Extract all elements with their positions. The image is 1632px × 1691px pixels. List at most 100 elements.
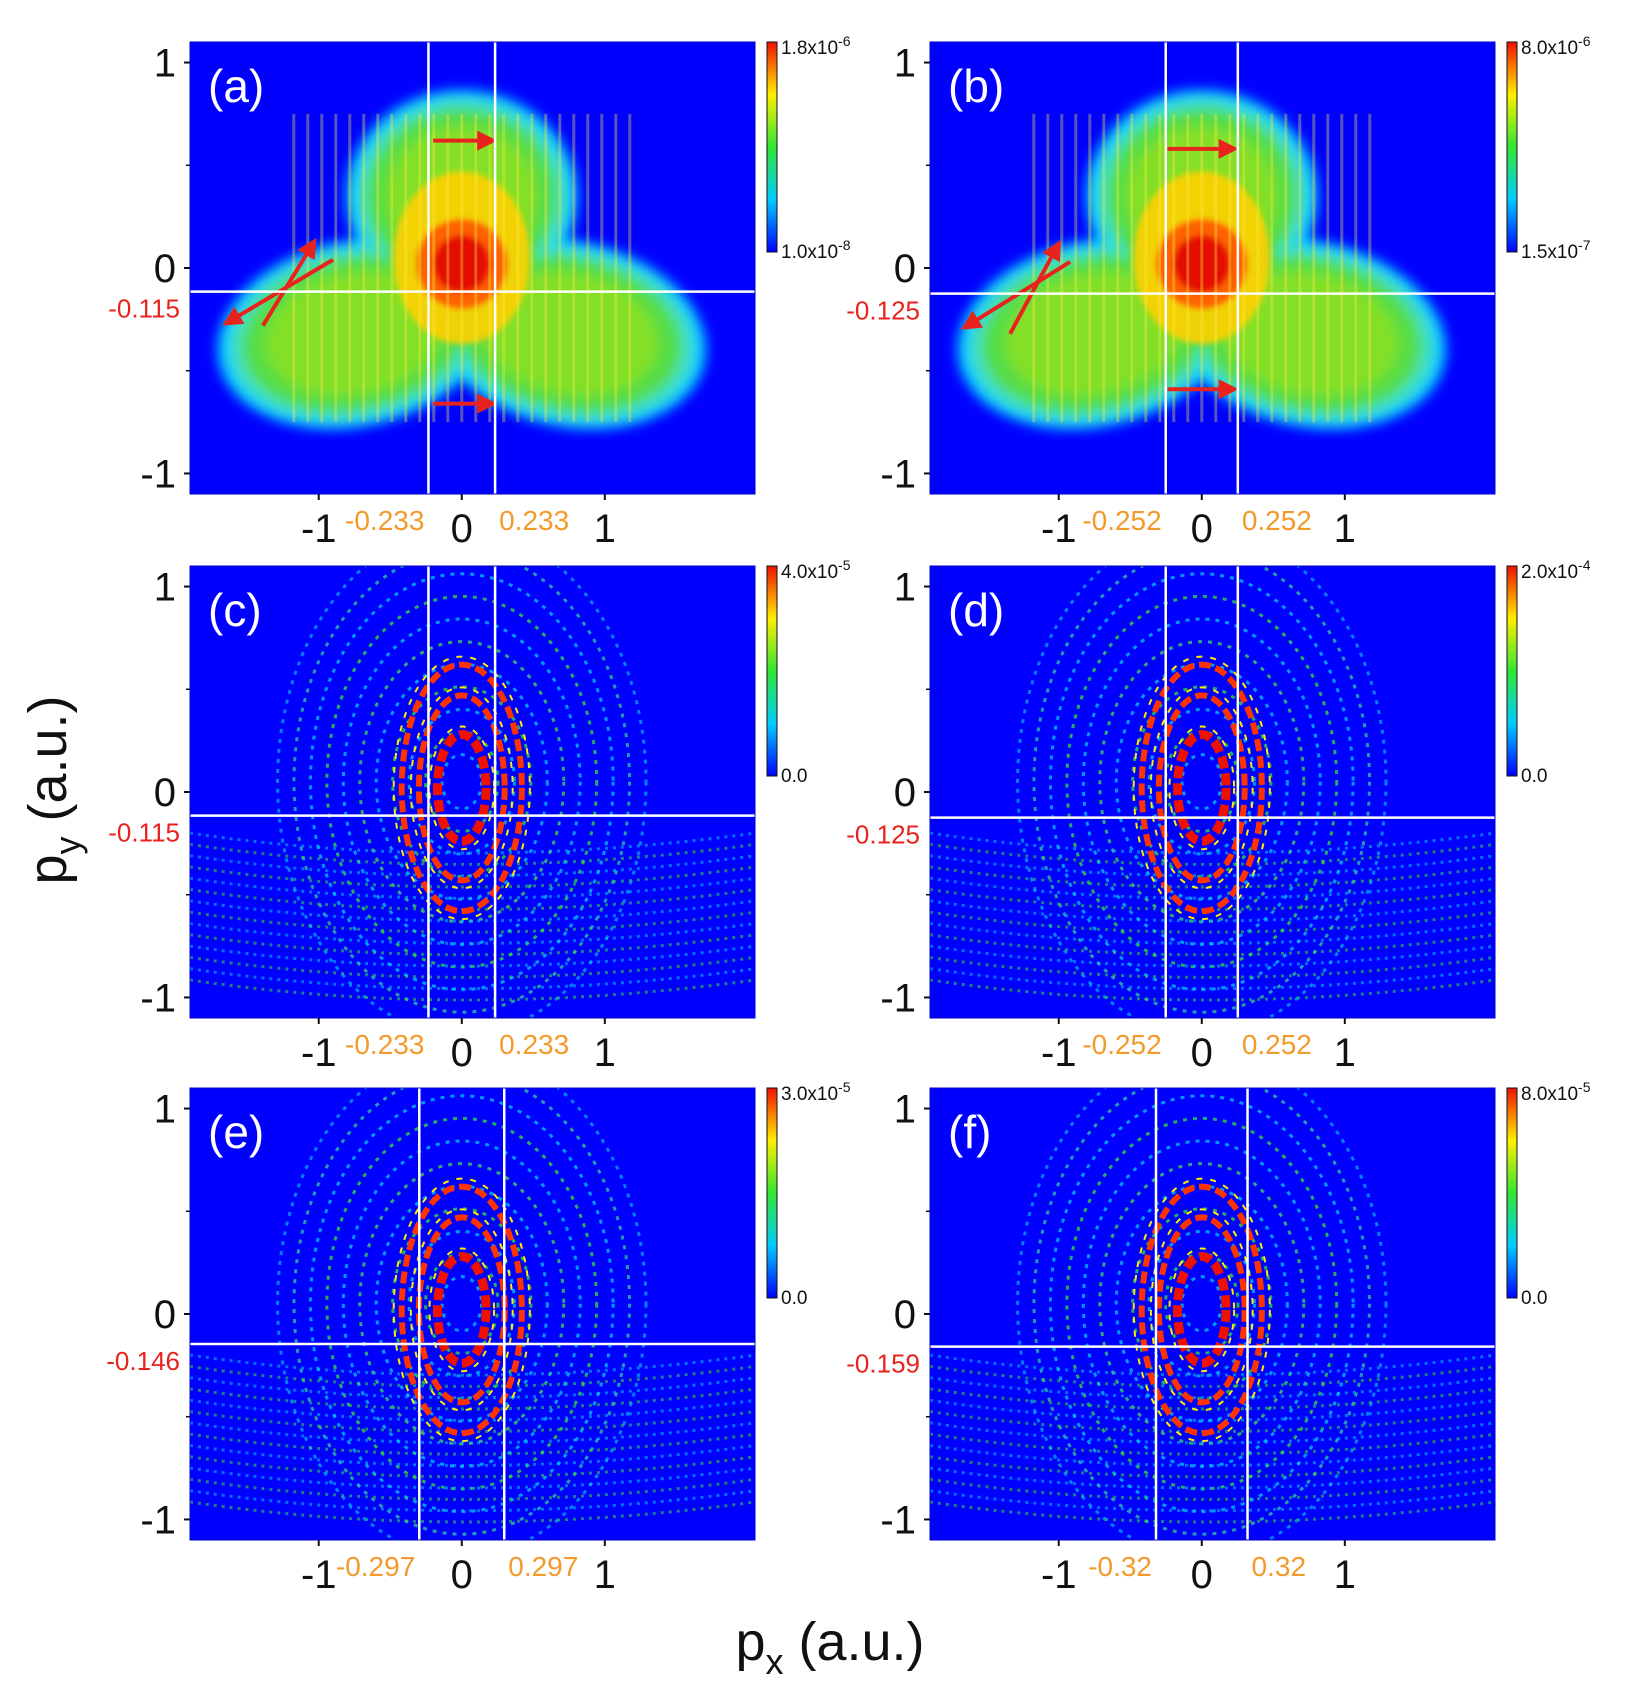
hline-label: -0.146 bbox=[106, 1346, 180, 1376]
lobe-right bbox=[480, 271, 659, 396]
hline-label: -0.159 bbox=[846, 1349, 920, 1379]
ring bbox=[1131, 685, 1273, 879]
hline-label: -0.125 bbox=[846, 296, 920, 326]
ring-halo bbox=[1149, 686, 1254, 890]
plot-area bbox=[190, 1088, 755, 1540]
colorbar-max-label: 8.0x10-5 bbox=[1521, 1079, 1591, 1105]
lobe-right bbox=[1220, 271, 1399, 396]
y-axis-title: py (a.u.) bbox=[18, 695, 88, 884]
y-tick-label: 1 bbox=[894, 42, 916, 86]
vline-label-left: -0.252 bbox=[1082, 1029, 1161, 1060]
heatmap-pattern bbox=[930, 1088, 1495, 1540]
vline-label-right: 0.233 bbox=[499, 505, 569, 536]
x-tick-label: -1 bbox=[1041, 1031, 1077, 1075]
hline-label: -0.115 bbox=[108, 294, 180, 324]
colorbar-max-label: 2.0x10-4 bbox=[1521, 557, 1591, 583]
ring bbox=[292, 1088, 632, 1536]
ring-halo bbox=[1149, 1208, 1254, 1412]
y-tick-label: 0 bbox=[894, 1293, 916, 1337]
panel-label: (d) bbox=[948, 584, 1004, 636]
x-tick-label: 1 bbox=[594, 1553, 616, 1597]
vline-label-right: 0.32 bbox=[1252, 1551, 1307, 1582]
colorbar-gradient bbox=[1506, 1087, 1518, 1299]
lobe-left bbox=[265, 271, 444, 396]
y-tick-label: 1 bbox=[154, 1088, 176, 1132]
ring-halo bbox=[409, 686, 514, 890]
ring bbox=[276, 566, 648, 1018]
y-tick-label: 0 bbox=[154, 247, 176, 291]
colorbar-max-label: 3.0x10-5 bbox=[781, 1079, 851, 1105]
x-tick-label: 1 bbox=[1334, 507, 1356, 551]
plot-area bbox=[930, 566, 1495, 1018]
vline-label-left: -0.32 bbox=[1088, 1551, 1152, 1582]
bright-ring bbox=[1138, 661, 1265, 915]
ring-halo bbox=[392, 655, 531, 921]
panel-label: (a) bbox=[208, 60, 264, 112]
y-tick-label: -1 bbox=[140, 976, 176, 1020]
vline-label-left: -0.297 bbox=[336, 1551, 415, 1582]
colorbar-min-label: 0.0 bbox=[781, 1288, 807, 1309]
ring bbox=[391, 1207, 533, 1401]
x-tick-label: 0 bbox=[451, 1031, 473, 1075]
panel-label: (b) bbox=[948, 60, 1004, 112]
vline-label-right: 0.233 bbox=[499, 1029, 569, 1060]
y-tick-label: 1 bbox=[894, 1088, 916, 1132]
y-tick-label: -1 bbox=[880, 976, 916, 1020]
colorbar-min-label: 0.0 bbox=[1521, 1288, 1547, 1309]
hline-label: -0.125 bbox=[846, 820, 920, 850]
ring bbox=[1016, 1088, 1388, 1540]
vline-label-right: 0.252 bbox=[1242, 1029, 1312, 1060]
colorbar-min-label: 1.5x10-7 bbox=[1521, 237, 1591, 263]
lobe-left bbox=[1005, 271, 1184, 396]
bright-ring bbox=[432, 729, 491, 846]
x-tick-label: 1 bbox=[594, 507, 616, 551]
interference-fringes bbox=[1032, 113, 1372, 423]
colorbar-min-label: 0.0 bbox=[781, 766, 807, 787]
colorbar-gradient bbox=[766, 565, 778, 777]
ring bbox=[1032, 1088, 1372, 1536]
ring-halo bbox=[1168, 725, 1236, 851]
vline-label-left: -0.233 bbox=[345, 505, 424, 536]
y-tick-label: 0 bbox=[894, 247, 916, 291]
heatmap-pattern bbox=[930, 566, 1495, 1018]
arrow bbox=[261, 237, 317, 327]
x-tick-label: 0 bbox=[1191, 507, 1213, 551]
x-tick-label: -1 bbox=[301, 507, 337, 551]
x-tick-label: 1 bbox=[1334, 1553, 1356, 1597]
vline-label-right: 0.252 bbox=[1242, 505, 1312, 536]
core-red bbox=[1173, 235, 1231, 293]
colorbar: 4.0x10-5 0.0 bbox=[766, 557, 851, 787]
y-tick-label: 0 bbox=[154, 1293, 176, 1337]
ring-halo bbox=[1168, 1247, 1236, 1373]
ring bbox=[407, 1229, 516, 1378]
colorbar: 3.0x10-5 0.0 bbox=[766, 1079, 851, 1309]
colorbar: 2.0x10-4 0.0 bbox=[1506, 557, 1591, 787]
bright-ring bbox=[432, 1251, 491, 1368]
ring bbox=[276, 1088, 648, 1540]
y-tick-label: 1 bbox=[154, 566, 176, 610]
hline-label: -0.115 bbox=[108, 818, 180, 848]
inner-rings bbox=[1132, 655, 1271, 921]
core-red bbox=[433, 235, 491, 293]
x-tick-label: -1 bbox=[1041, 507, 1077, 551]
inner-rings bbox=[392, 655, 531, 921]
ring-halo bbox=[1132, 1177, 1271, 1443]
panel-a: 1 0 -1 -1 0 1 -0.233 0.233 -0.115 (a) 1.8x10-6 1.0x… bbox=[108, 33, 851, 551]
bright-ring bbox=[415, 692, 508, 884]
ring bbox=[1032, 566, 1372, 1014]
x-tick-label: 0 bbox=[451, 1553, 473, 1597]
x-tick-label: 1 bbox=[1334, 1031, 1356, 1075]
panel-e: 1 0 -1 -1 0 1 -0.297 0.297 -0.146 (e) 3.0x10-5 0.0 bbox=[106, 1079, 851, 1597]
colorbar-gradient bbox=[766, 41, 778, 253]
colorbar-min-label: 0.0 bbox=[1521, 766, 1547, 787]
colorbar-gradient bbox=[1506, 41, 1518, 253]
colorbar: 1.8x10-6 1.0x10-8 bbox=[766, 33, 851, 263]
colorbar: 8.0x10-5 0.0 bbox=[1506, 1079, 1591, 1309]
x-axis-title: px (a.u.) bbox=[735, 1612, 924, 1682]
ring bbox=[1131, 1207, 1273, 1401]
vline-label-left: -0.233 bbox=[345, 1029, 424, 1060]
colorbar-gradient bbox=[766, 1087, 778, 1299]
bright-ring bbox=[1172, 1251, 1231, 1368]
panel-c: 1 0 -1 -1 0 1 -0.233 0.233 -0.115 (c) 4.0x10-5 0.0 bbox=[108, 557, 851, 1075]
bright-ring bbox=[398, 661, 525, 915]
